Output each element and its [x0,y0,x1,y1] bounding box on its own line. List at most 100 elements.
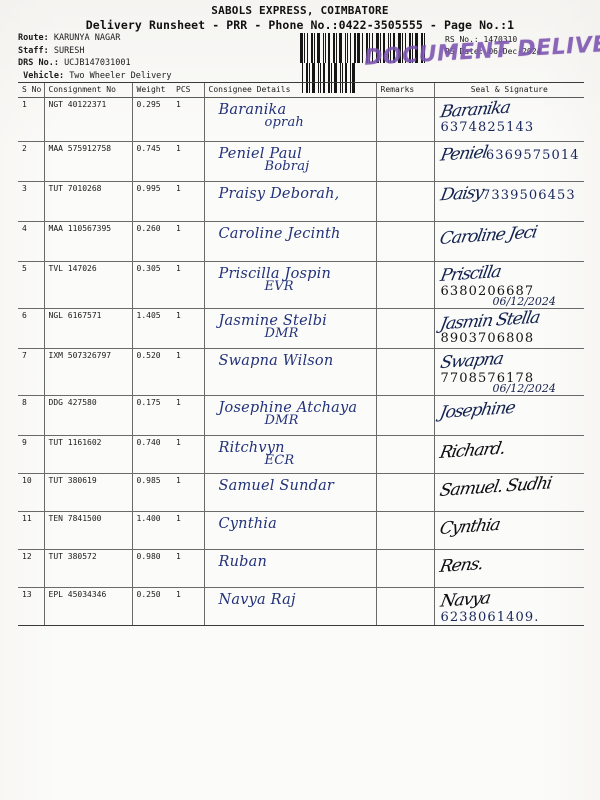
cell-consignment-no: EPL 45034346 [43,587,132,626]
table-row[interactable]: 8 DDG 427580 0.175 1 Josephine Atchaya DMR Jos… [18,395,584,436]
cell-consignment-no: TUT 380572 [43,549,132,588]
cell-seal-signature[interactable]: Jasmin Stella8903706808 [433,308,584,349]
table-row[interactable]: 9 TUT 1161602 0.740 1 Ritchvyn ECR Richard. [18,435,584,474]
cell-consignee-details[interactable]: Ritchvyn ECR [203,435,376,474]
cell-consignee-details[interactable]: Ruban [203,549,376,588]
cell-remarks[interactable] [375,348,434,396]
cell-remarks[interactable] [375,435,434,474]
barcode-icon [300,33,425,93]
table-row[interactable]: 10 TUT 380619 0.985 1 Samuel Sundar Samuel. S… [18,473,584,512]
consignee-name: Praisy Deborah, [218,186,340,202]
cell-sno: 9 [18,435,44,474]
table-row[interactable]: 6 NGL 6167571 1.405 1 Jasmine Stelbi DMR Jasmi… [18,308,584,349]
cell-remarks[interactable] [375,308,434,349]
runsheet-table: S No Consignment No Weight PCS Consignee… [18,82,584,626]
cell-consignee-details[interactable]: Baranika oprah [203,97,376,142]
cell-weight: 0.295 [131,97,172,142]
cell-consignee-details[interactable]: Navya Raj [203,587,376,626]
cell-consignee-details[interactable]: Cynthia [203,511,376,550]
cell-seal-signature[interactable]: Daisy7339506453 [433,181,584,222]
cell-seal-signature[interactable]: Baranika6374825143 [433,97,584,142]
cell-seal-signature[interactable]: Samuel. Sudhi [433,473,584,512]
vehicle-value: Two Wheeler Delivery [69,70,172,81]
cell-seal-signature[interactable]: Richard. [433,435,584,474]
rs-date: RS Date: 06-Dec-2024 [445,47,542,56]
cell-remarks[interactable] [375,97,434,142]
cell-consignee-details[interactable]: Caroline Jecinth [203,221,376,262]
table-row[interactable]: 11 TEN 7841500 1.400 1 Cynthia Cynthia [18,511,584,550]
cell-pcs: 1 [172,435,204,474]
cell-pcs: 1 [172,308,204,349]
cell-pcs: 1 [172,587,204,626]
cell-consignee-details[interactable]: Samuel Sundar [203,473,376,512]
cell-remarks[interactable] [375,511,434,550]
cell-consignment-no: NGT 40122371 [43,97,132,142]
signature-mark: Swapna [438,348,504,374]
cell-remarks[interactable] [375,261,434,309]
cell-seal-signature[interactable]: Peniel6369575014 [433,141,584,182]
table-row[interactable]: 1 NGT 40122371 0.295 1 Baranika oprah Baranika… [18,97,584,142]
cell-remarks[interactable] [375,395,434,436]
company-title: SABOLS EXPRESS, COIMBATORE [211,4,389,17]
signature-mark: Samuel. Sudhi [437,473,553,501]
route-label: Route: [18,33,54,43]
col-header-pcs: PCS [172,82,204,98]
cell-weight: 0.305 [131,261,172,309]
cell-pcs: 1 [172,348,204,396]
cell-sno: 1 [18,97,44,142]
cell-weight: 1.400 [131,511,172,550]
consignee-name: Josephine Atchaya [218,400,358,416]
signature-mark: Josephine [437,397,516,423]
signature-mark: Navya [438,588,492,612]
table-row[interactable]: 12 TUT 380572 0.980 1 Ruban Rens. [18,549,584,588]
consignee-sub-label: Bobraj [264,159,310,174]
table-row[interactable]: 4 MAA 110567395 0.260 1 Caroline Jecinth Caro… [18,221,584,262]
cell-remarks[interactable] [375,141,434,182]
cell-seal-signature[interactable]: Rens. [433,549,584,588]
cell-sno: 4 [18,221,44,262]
cell-seal-signature[interactable]: Josephine [433,395,584,436]
cell-sno: 11 [18,511,44,550]
cell-pcs: 1 [172,141,204,182]
cell-pcs: 1 [172,97,204,142]
cell-seal-signature[interactable]: Cynthia [433,511,584,550]
cell-consignee-details[interactable]: Swapna Wilson [203,348,376,396]
signature-mark: Cynthia [437,514,501,539]
cell-consignment-no: MAA 110567395 [43,221,132,262]
cell-pcs: 1 [172,511,204,550]
consignee-sub-label: ECR [264,453,295,468]
consignee-sub-label: EVR [264,279,294,294]
cell-consignee-details[interactable]: Praisy Deborah, [203,181,376,222]
table-row[interactable]: 7 IXM 507326797 0.520 1 Swapna Wilson Swapna7… [18,348,584,396]
cell-remarks[interactable] [375,473,434,512]
cell-seal-signature[interactable]: Swapna7708576178 06/12/2024 [433,348,584,396]
cell-consignee-details[interactable]: Jasmine Stelbi DMR [203,308,376,349]
cell-weight: 0.250 [131,587,172,626]
cell-remarks[interactable] [375,549,434,588]
consignee-name: Caroline Jecinth [218,226,341,242]
consignee-name: Cynthia [218,516,277,532]
table-row[interactable]: 13 EPL 45034346 0.250 1 Navya Raj Navya623806… [18,587,584,626]
cell-pcs: 1 [172,221,204,262]
cell-seal-signature[interactable]: Caroline Jeci [433,221,584,262]
cell-consignee-details[interactable]: Priscilla Jospin EVR [203,261,376,309]
cell-consignment-no: TEN 7841500 [43,511,132,550]
cell-weight: 0.995 [131,181,172,222]
cell-weight: 0.260 [131,221,172,262]
table-row[interactable]: 2 MAA 575912758 0.745 1 Peniel Paul Bobraj Pen… [18,141,584,182]
cell-seal-signature[interactable]: Navya6238061409. [433,587,584,626]
route-value: KARUNYA NAGAR [53,33,121,43]
table-row[interactable]: 5 TVL 147026 0.305 1 Priscilla Jospin EVR Pris… [18,261,584,309]
cell-remarks[interactable] [375,221,434,262]
cell-consignee-details[interactable]: Josephine Atchaya DMR [203,395,376,436]
cell-consignment-no: TVL 147026 [43,261,132,309]
table-row[interactable]: 3 TUT 7010268 0.995 1 Praisy Deborah, Daisy73… [18,181,584,222]
cell-sno: 5 [18,261,44,309]
cell-consignment-no: DDG 427580 [43,395,132,436]
drs-label: DRS No.: [18,58,65,69]
cell-remarks[interactable] [375,181,434,222]
cell-remarks[interactable] [375,587,434,626]
cell-seal-signature[interactable]: Priscilla6380206687 06/12/2024 [433,261,584,309]
cell-consignee-details[interactable]: Peniel Paul Bobraj [203,141,376,182]
signature-date: 06/12/2024 [492,382,556,395]
